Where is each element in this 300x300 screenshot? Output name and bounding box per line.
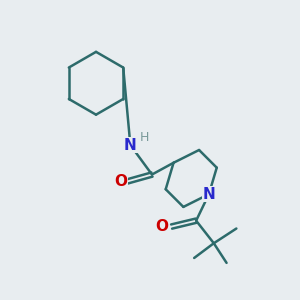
Text: N: N bbox=[202, 187, 215, 202]
Text: H: H bbox=[140, 131, 149, 144]
Text: O: O bbox=[155, 219, 168, 234]
Text: O: O bbox=[114, 174, 127, 189]
Text: N: N bbox=[124, 138, 137, 153]
